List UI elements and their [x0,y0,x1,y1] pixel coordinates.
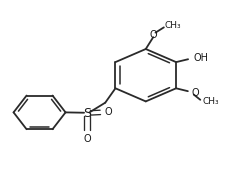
Text: O: O [149,30,157,40]
Text: O: O [191,88,199,98]
Text: S: S [83,107,91,120]
Text: O: O [83,134,90,143]
Text: CH₃: CH₃ [164,21,181,30]
Text: CH₃: CH₃ [201,97,218,106]
Text: O: O [104,107,112,117]
Text: OH: OH [192,53,207,63]
